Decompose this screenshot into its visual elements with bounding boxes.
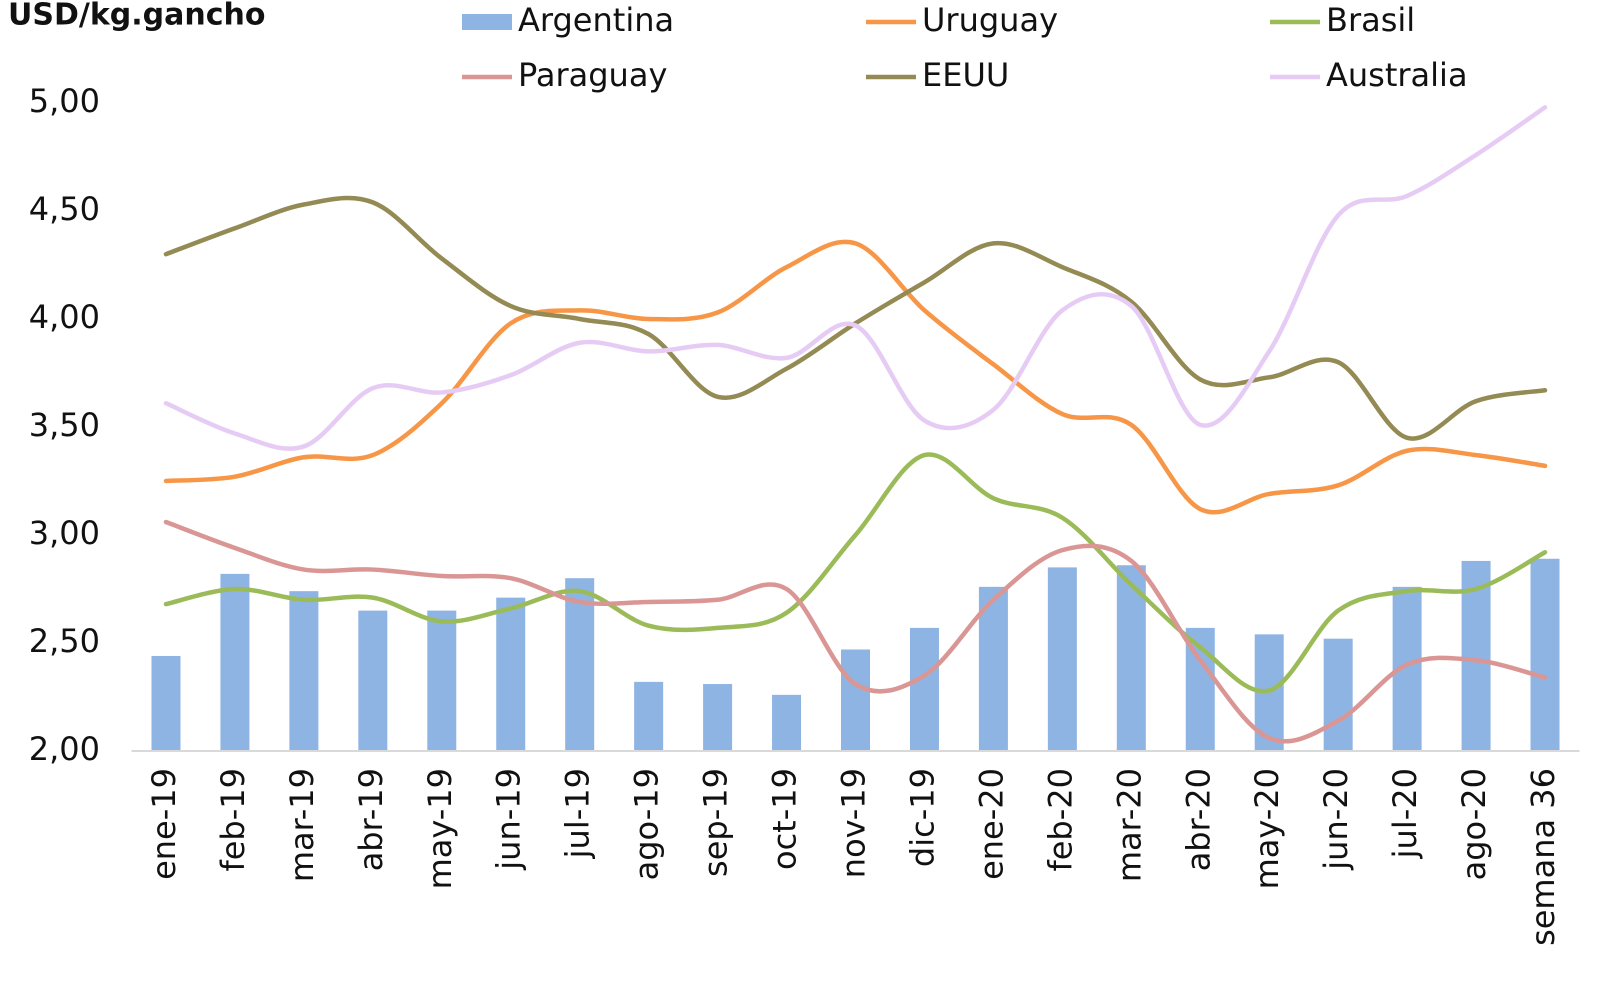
y-axis-label: USD/kg.gancho — [8, 0, 265, 33]
x-tick-label: jul-19 — [559, 768, 597, 859]
legend-label: Uruguay — [922, 1, 1058, 39]
x-tick-label: dic-19 — [903, 768, 941, 867]
legend-label: Argentina — [518, 1, 674, 39]
y-tick-label: 3,00 — [29, 514, 100, 552]
x-tick-label: may-20 — [1248, 768, 1286, 889]
x-tick-label: oct-19 — [766, 768, 804, 870]
legend-label: Australia — [1326, 56, 1468, 94]
x-tick-label: jun-19 — [490, 768, 528, 871]
bar — [909, 627, 939, 751]
x-tick-label: mar-19 — [283, 768, 321, 882]
x-tick-label: jul-20 — [1386, 768, 1424, 859]
x-tick-label: semana 36 — [1524, 768, 1562, 946]
y-tick-label: 3,50 — [29, 406, 100, 444]
legend-label: Brasil — [1326, 1, 1415, 39]
bar — [772, 694, 802, 751]
bar — [1047, 567, 1077, 751]
x-tick-label: nov-19 — [835, 768, 873, 878]
x-tick-label: abr-19 — [352, 768, 390, 871]
y-tick-label: 4,50 — [29, 190, 100, 228]
x-tick-label: feb-19 — [214, 768, 252, 872]
bar — [565, 578, 595, 751]
bar — [1530, 558, 1560, 751]
y-tick-label: 5,00 — [29, 82, 100, 120]
y-tick-label: 2,00 — [29, 730, 100, 768]
x-tick-label: ene-20 — [972, 768, 1010, 880]
y-tick-label: 2,50 — [29, 622, 100, 660]
line — [163, 239, 1548, 515]
x-tick-label: feb-20 — [1041, 768, 1079, 872]
x-tick-label: sep-19 — [697, 768, 735, 877]
legend-label: EEUU — [922, 56, 1009, 94]
bar — [151, 655, 181, 751]
bar — [289, 591, 319, 751]
x-tick-label: ago-19 — [628, 768, 666, 880]
bar — [358, 610, 388, 751]
bar — [220, 573, 250, 751]
y-tick-label: 4,00 — [29, 298, 100, 336]
bar — [703, 684, 733, 751]
bar — [427, 610, 457, 751]
x-tick-label: abr-20 — [1179, 768, 1217, 871]
line — [163, 105, 1548, 451]
legend-swatch — [462, 14, 512, 30]
bar — [841, 649, 870, 751]
x-tick-label: ene-19 — [145, 768, 183, 880]
bar — [1323, 638, 1353, 751]
bar — [496, 597, 526, 751]
x-tick-label: mar-20 — [1110, 768, 1148, 882]
x-tick-label: may-19 — [421, 768, 459, 889]
line — [163, 519, 1548, 744]
line — [163, 452, 1548, 694]
bar — [634, 681, 664, 751]
line — [163, 195, 1548, 441]
x-tick-label: ago-20 — [1455, 768, 1493, 880]
bar — [978, 586, 1008, 751]
legend-label: Paraguay — [518, 56, 667, 94]
x-tick-label: jun-20 — [1317, 768, 1355, 871]
